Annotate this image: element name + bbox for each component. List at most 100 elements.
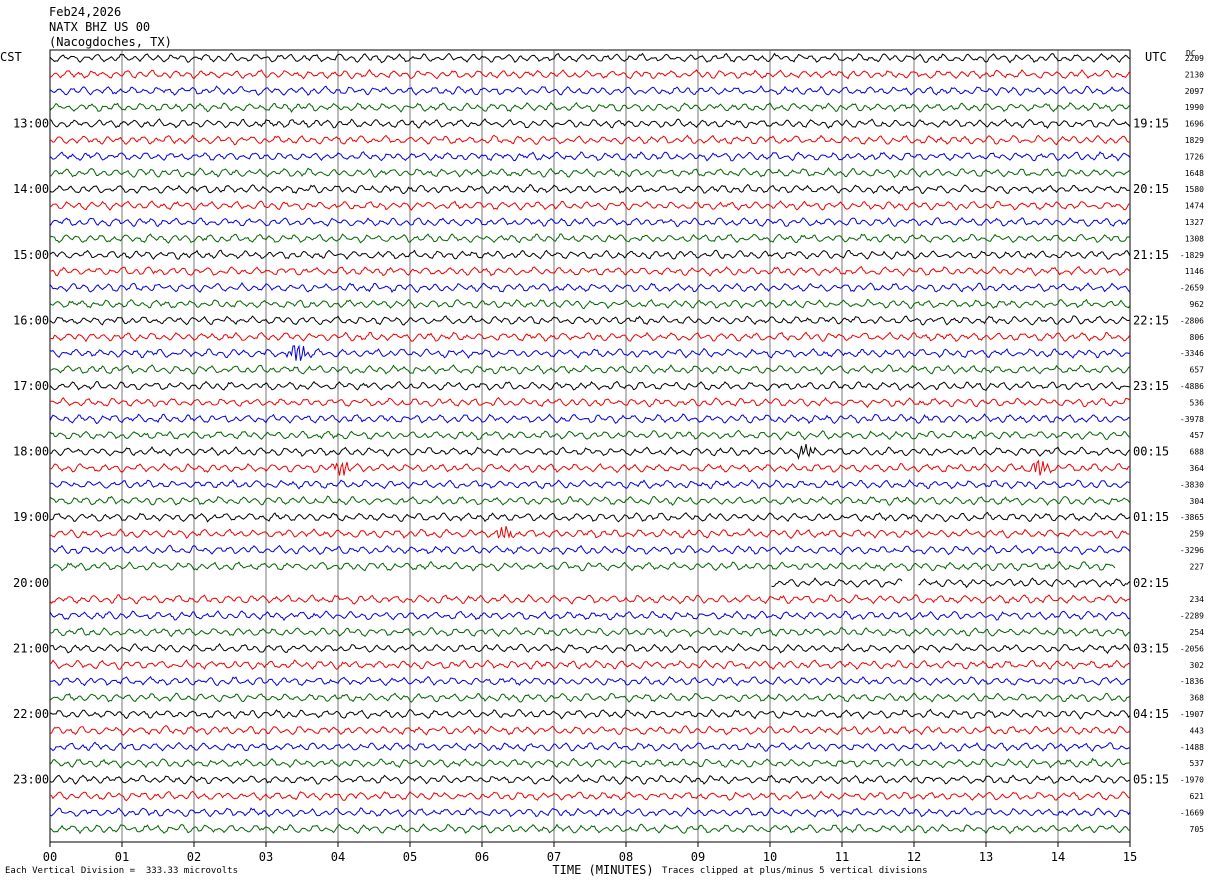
left-hour-label: 22:00: [13, 707, 49, 721]
seismic-trace: [49, 757, 1131, 769]
scale-note: Each Vertical Division = 333.33 microvol…: [5, 866, 238, 876]
seismic-trace: [49, 167, 1131, 179]
dc-offset-label: 2209: [1185, 54, 1204, 63]
right-hour-label: 23:15: [1133, 379, 1169, 393]
x-tick-label: 07: [547, 850, 561, 864]
dc-offset-label: 234: [1190, 595, 1205, 604]
dc-column-header: DC: [1186, 49, 1196, 58]
dc-offset-label: 962: [1190, 300, 1205, 309]
seismic-trace: [49, 266, 1131, 277]
left-hour-label: 20:00: [13, 576, 49, 590]
dc-offset-label: 537: [1190, 759, 1205, 768]
dc-offset-label: -2289: [1180, 612, 1204, 621]
seismic-trace: [49, 741, 1131, 752]
x-tick-label: 06: [475, 850, 489, 864]
dc-offset-label: -3346: [1180, 349, 1204, 358]
left-hour-label: 13:00: [13, 117, 49, 131]
seismic-trace: [49, 544, 1131, 556]
seismic-trace: [49, 396, 1131, 409]
dc-offset-label: 368: [1190, 694, 1205, 703]
right-hour-label: 05:15: [1133, 773, 1169, 787]
dc-offset-label: -1970: [1180, 776, 1204, 785]
dc-offset-label: -3830: [1180, 480, 1204, 489]
seismic-trace: [49, 315, 1131, 326]
dc-offset-label: -1907: [1180, 710, 1204, 719]
dc-offset-label: -3978: [1180, 415, 1204, 424]
dc-offset-label: 705: [1190, 825, 1205, 834]
seismic-trace: [50, 331, 1131, 343]
seismic-trace: [49, 511, 1131, 523]
x-tick-label: 01: [115, 850, 129, 864]
right-hour-label: 03:15: [1133, 641, 1169, 655]
dc-offset-label: 364: [1190, 464, 1205, 473]
seismic-trace: [49, 790, 1131, 802]
seismic-trace: [49, 249, 1131, 260]
dc-offset-label: 2130: [1185, 70, 1204, 79]
right-hour-label: 21:15: [1133, 248, 1169, 262]
dc-offset-label: 2097: [1185, 87, 1204, 96]
seismic-trace: [49, 627, 1131, 638]
left-hour-label: 23:00: [13, 773, 49, 787]
seismic-trace: [49, 642, 1131, 655]
x-tick-label: 13: [979, 850, 993, 864]
seismic-trace: [49, 52, 1131, 64]
dc-offset-label: -1488: [1180, 743, 1204, 752]
dc-offset-label: 1726: [1185, 152, 1204, 161]
left-hour-label: 15:00: [13, 248, 49, 262]
x-tick-label: 08: [619, 850, 633, 864]
dc-offset-label: -2056: [1180, 644, 1204, 653]
dc-offset-label: 536: [1190, 398, 1205, 407]
right-hour-label: 19:15: [1133, 117, 1169, 131]
plot-frame: [49, 49, 1131, 843]
seismic-trace: [49, 344, 1131, 361]
seismic-trace: [49, 298, 1131, 310]
left-timezone-label: CST: [0, 50, 22, 64]
seismic-trace: [49, 659, 1131, 671]
dc-offset-label: 1580: [1185, 185, 1204, 194]
seismic-trace: [50, 725, 1131, 736]
dc-offset-label: 259: [1190, 530, 1205, 539]
x-tick-label: 09: [691, 850, 705, 864]
seismic-trace: [49, 773, 1131, 785]
seismic-trace: [49, 708, 1131, 720]
dc-offset-label: -3296: [1180, 546, 1204, 555]
dc-offset-label: 227: [1190, 562, 1205, 571]
seismic-trace: [49, 443, 1131, 460]
seismic-trace: [49, 823, 1131, 835]
dc-offset-label: -1669: [1180, 808, 1204, 817]
right-hour-label: 01:15: [1133, 510, 1169, 524]
seismic-trace: [771, 577, 1131, 589]
seismic-trace: [49, 68, 1131, 80]
seismic-trace: [50, 675, 1130, 687]
seismic-trace: [49, 413, 1131, 425]
seismic-trace: [49, 134, 1131, 146]
seismic-trace: [49, 560, 1116, 572]
x-tick-label: 15: [1123, 850, 1137, 864]
x-axis-title: TIME (MINUTES): [552, 863, 653, 877]
seismic-trace: [49, 380, 1131, 392]
seismic-trace: [49, 364, 1131, 375]
x-tick-label: 14: [1051, 850, 1065, 864]
right-hour-label: 22:15: [1133, 313, 1169, 327]
x-tick-label: 12: [907, 850, 921, 864]
right-hour-label: 04:15: [1133, 707, 1169, 721]
clip-note: Traces clipped at plus/minus 5 vertical …: [662, 866, 928, 876]
dc-offset-label: 1990: [1185, 103, 1204, 112]
seismic-trace: [49, 479, 1131, 490]
seismic-trace: [49, 610, 1131, 622]
dc-offset-label: 688: [1190, 448, 1205, 457]
seismic-trace: [49, 183, 1131, 195]
plot-date: Feb24,2026: [49, 5, 122, 19]
dc-offset-label: 457: [1190, 431, 1205, 440]
x-tick-label: 11: [835, 850, 849, 864]
left-hour-label: 19:00: [13, 510, 49, 524]
x-tick-label: 05: [403, 850, 417, 864]
right-timezone-label: UTC: [1145, 50, 1167, 64]
right-hour-label: 00:15: [1133, 445, 1169, 459]
dc-offset-label: 1829: [1185, 136, 1204, 145]
seismic-trace: [49, 216, 1131, 228]
dc-offset-label: 1308: [1185, 234, 1204, 243]
seismic-trace: [49, 692, 1131, 703]
dc-offset-label: 621: [1190, 792, 1205, 801]
